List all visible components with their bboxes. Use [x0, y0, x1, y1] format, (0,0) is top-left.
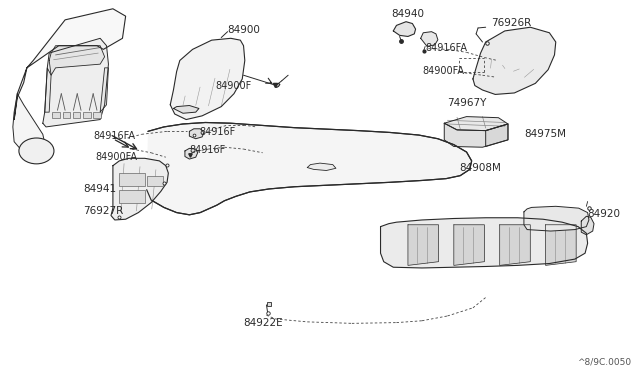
Polygon shape	[49, 46, 104, 75]
Bar	[83, 112, 91, 118]
Text: 76926R: 76926R	[491, 18, 531, 28]
Bar	[52, 112, 60, 118]
Bar	[119, 173, 145, 186]
Text: 84922E: 84922E	[244, 318, 283, 328]
Polygon shape	[43, 38, 108, 127]
Polygon shape	[381, 218, 588, 268]
Text: 84900: 84900	[228, 25, 260, 35]
Text: 84900FA: 84900FA	[422, 66, 464, 76]
Polygon shape	[486, 124, 508, 147]
Text: 84916FA: 84916FA	[426, 42, 468, 52]
Bar	[73, 112, 81, 118]
Text: 84916F: 84916F	[189, 145, 226, 155]
Text: 84900F: 84900F	[216, 81, 252, 90]
Polygon shape	[408, 225, 438, 265]
Polygon shape	[275, 83, 280, 87]
Polygon shape	[524, 206, 589, 231]
Polygon shape	[444, 123, 508, 147]
Text: 84908M: 84908M	[459, 163, 500, 173]
Polygon shape	[111, 158, 168, 220]
Polygon shape	[45, 68, 51, 112]
Polygon shape	[454, 225, 484, 265]
Text: 84916FA: 84916FA	[94, 131, 136, 141]
Bar	[93, 112, 100, 118]
Polygon shape	[173, 106, 199, 113]
Text: ^8/9C.0050: ^8/9C.0050	[577, 358, 631, 367]
Bar	[63, 112, 70, 118]
Polygon shape	[14, 9, 125, 119]
Bar	[147, 176, 163, 186]
Polygon shape	[189, 129, 204, 139]
Text: 76927R: 76927R	[83, 206, 124, 216]
Ellipse shape	[19, 138, 54, 164]
Polygon shape	[13, 94, 46, 157]
Text: 84916F: 84916F	[199, 127, 235, 137]
Polygon shape	[444, 116, 508, 131]
Polygon shape	[100, 68, 108, 112]
Polygon shape	[170, 38, 245, 119]
Polygon shape	[185, 148, 198, 159]
Text: 84900FA: 84900FA	[96, 152, 138, 162]
Polygon shape	[545, 225, 576, 265]
Text: 84940: 84940	[392, 9, 424, 19]
Polygon shape	[307, 163, 336, 170]
Polygon shape	[394, 22, 415, 36]
Polygon shape	[147, 122, 472, 215]
Polygon shape	[500, 225, 531, 265]
Polygon shape	[473, 27, 556, 94]
Polygon shape	[581, 216, 594, 235]
Text: 84975M: 84975M	[524, 129, 566, 139]
Polygon shape	[420, 32, 438, 46]
Text: 84941: 84941	[83, 184, 116, 194]
Text: 74967Y: 74967Y	[447, 98, 487, 108]
Text: 84920: 84920	[588, 209, 621, 219]
Bar	[119, 190, 145, 203]
